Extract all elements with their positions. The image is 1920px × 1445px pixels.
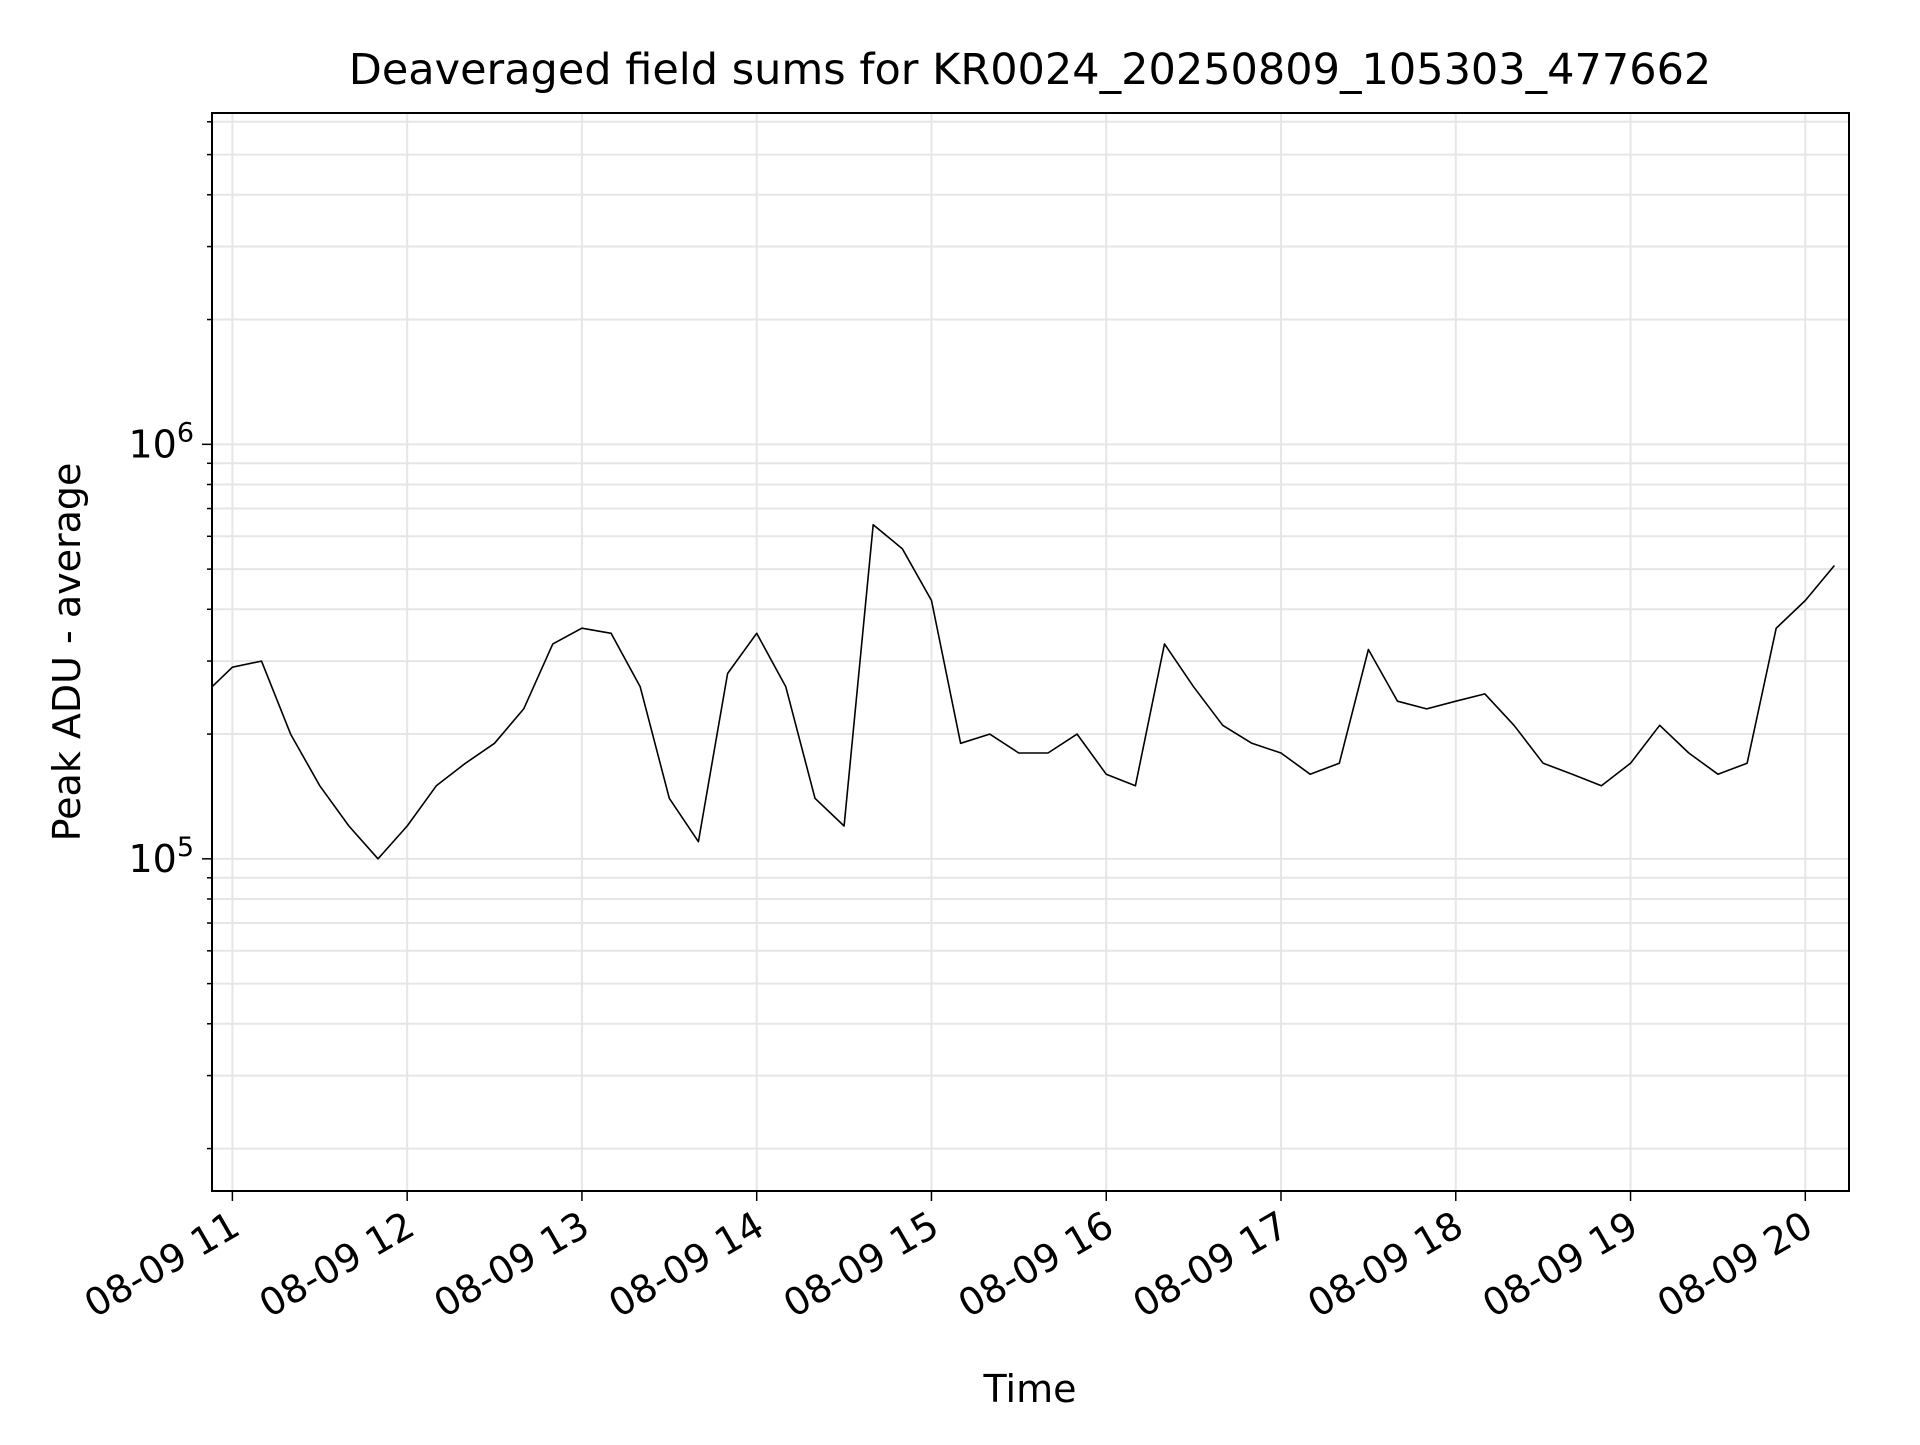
data-series [211, 523, 1836, 860]
x-axis-label: Time [983, 1367, 1077, 1411]
chart-title: Deaveraged field sums for KR0024_2025080… [349, 45, 1712, 95]
series-line [211, 523, 1836, 860]
grid [212, 113, 1849, 1191]
y-tick-label: 105 [128, 832, 194, 881]
y-axis: 105 106 [128, 121, 212, 1150]
plot-frame [211, 112, 1850, 1192]
y-axis-label: Peak ADU - average [45, 463, 89, 842]
y-tick-label: 106 [128, 417, 194, 466]
